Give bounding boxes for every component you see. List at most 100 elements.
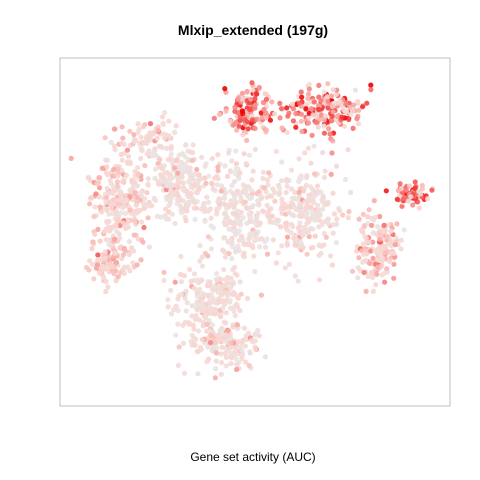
scatter-point <box>279 178 285 184</box>
scatter-point <box>191 285 198 291</box>
scatter-point <box>180 180 186 186</box>
scatter-point <box>234 293 240 300</box>
scatter-point <box>136 126 142 132</box>
scatter-point <box>238 233 244 239</box>
scatter-point <box>269 99 275 105</box>
scatter-point <box>121 200 127 206</box>
scatter-point <box>142 196 148 202</box>
scatter-point <box>349 268 356 274</box>
scatter-point <box>334 114 341 120</box>
scatter-point <box>327 131 333 137</box>
scatter-point <box>204 321 210 327</box>
scatter-point <box>127 268 133 274</box>
scatter-point <box>171 306 177 313</box>
scatter-point <box>96 194 102 200</box>
scatter-point <box>311 171 318 177</box>
scatter-point <box>306 86 312 92</box>
scatter-point <box>264 92 270 98</box>
scatter-point <box>230 224 237 230</box>
scatter-point <box>229 256 235 262</box>
scatter-point <box>119 195 125 201</box>
scatter-point <box>329 262 335 268</box>
scatter-point <box>248 194 255 201</box>
scatter-point <box>325 220 331 226</box>
scatter-point <box>264 177 271 183</box>
scatter-point <box>230 281 236 287</box>
scatter-point <box>264 194 270 200</box>
scatter-point <box>168 144 174 150</box>
scatter-point <box>419 186 425 192</box>
scatter-point <box>187 266 193 273</box>
scatter-point <box>244 88 250 94</box>
scatter-point <box>370 255 376 261</box>
scatter-point <box>298 201 304 207</box>
scatter-point <box>199 254 205 260</box>
scatter-point <box>199 263 206 269</box>
scatter-point <box>299 94 305 100</box>
scatter-point <box>91 214 97 220</box>
scatter-point <box>135 210 141 216</box>
scatter-point <box>175 308 181 314</box>
scatter-point <box>241 241 247 247</box>
scatter-point <box>208 215 214 221</box>
scatter-point <box>368 87 374 93</box>
scatter-point <box>317 218 323 224</box>
scatter-point <box>194 290 200 296</box>
scatter-point <box>284 242 290 248</box>
scatter-point <box>292 195 298 202</box>
scatter-point <box>93 191 99 197</box>
scatter-point <box>113 210 119 216</box>
scatter-point <box>221 267 227 273</box>
scatter-point <box>131 232 137 238</box>
scatter-point <box>350 125 356 131</box>
scatter-point <box>120 205 126 211</box>
scatter-point <box>165 297 171 303</box>
scatter-point <box>416 205 422 211</box>
scatter-point <box>260 99 266 106</box>
scatter-point <box>199 337 205 343</box>
scatter-point <box>223 332 229 338</box>
scatter-point <box>319 198 325 204</box>
scatter-point <box>103 170 109 176</box>
scatter-point <box>135 121 141 127</box>
scatter-point <box>316 277 323 283</box>
scatter-point <box>205 344 211 350</box>
scatter-point <box>258 236 265 242</box>
scatter-point <box>219 360 225 366</box>
scatter-point <box>165 304 171 310</box>
scatter-point <box>114 179 120 185</box>
scatter-point <box>196 172 202 178</box>
scatter-point <box>296 189 302 195</box>
scatter-point <box>356 216 362 222</box>
scatter-point <box>160 121 166 128</box>
scatter-point <box>229 182 235 189</box>
scatter-point <box>310 187 316 193</box>
scatter-point <box>227 331 233 337</box>
scatter-point <box>346 209 352 215</box>
scatter-point <box>127 128 133 134</box>
scatter-point <box>232 104 238 110</box>
scatter-point <box>162 170 168 176</box>
scatter-point <box>330 230 336 236</box>
scatter-point <box>145 176 151 182</box>
scatter-point <box>303 106 309 112</box>
scatter-point <box>399 203 405 209</box>
scatter-point <box>159 114 165 120</box>
scatter-point <box>322 168 328 174</box>
scatter-point <box>377 236 383 242</box>
scatter-point <box>190 142 196 148</box>
scatter-point <box>215 164 221 170</box>
scatter-point <box>104 157 110 163</box>
scatter-point <box>172 165 178 171</box>
scatter-point <box>91 276 97 282</box>
scatter-point <box>210 299 217 305</box>
scatter-point <box>125 218 131 224</box>
scatter-point <box>140 239 146 245</box>
scatter-point <box>193 312 199 318</box>
scatter-point <box>223 290 229 296</box>
scatter-point <box>169 211 175 217</box>
scatter-point <box>165 157 171 163</box>
scatter-point <box>249 80 255 86</box>
scatter-point <box>342 176 348 183</box>
scatter-point <box>206 173 212 179</box>
